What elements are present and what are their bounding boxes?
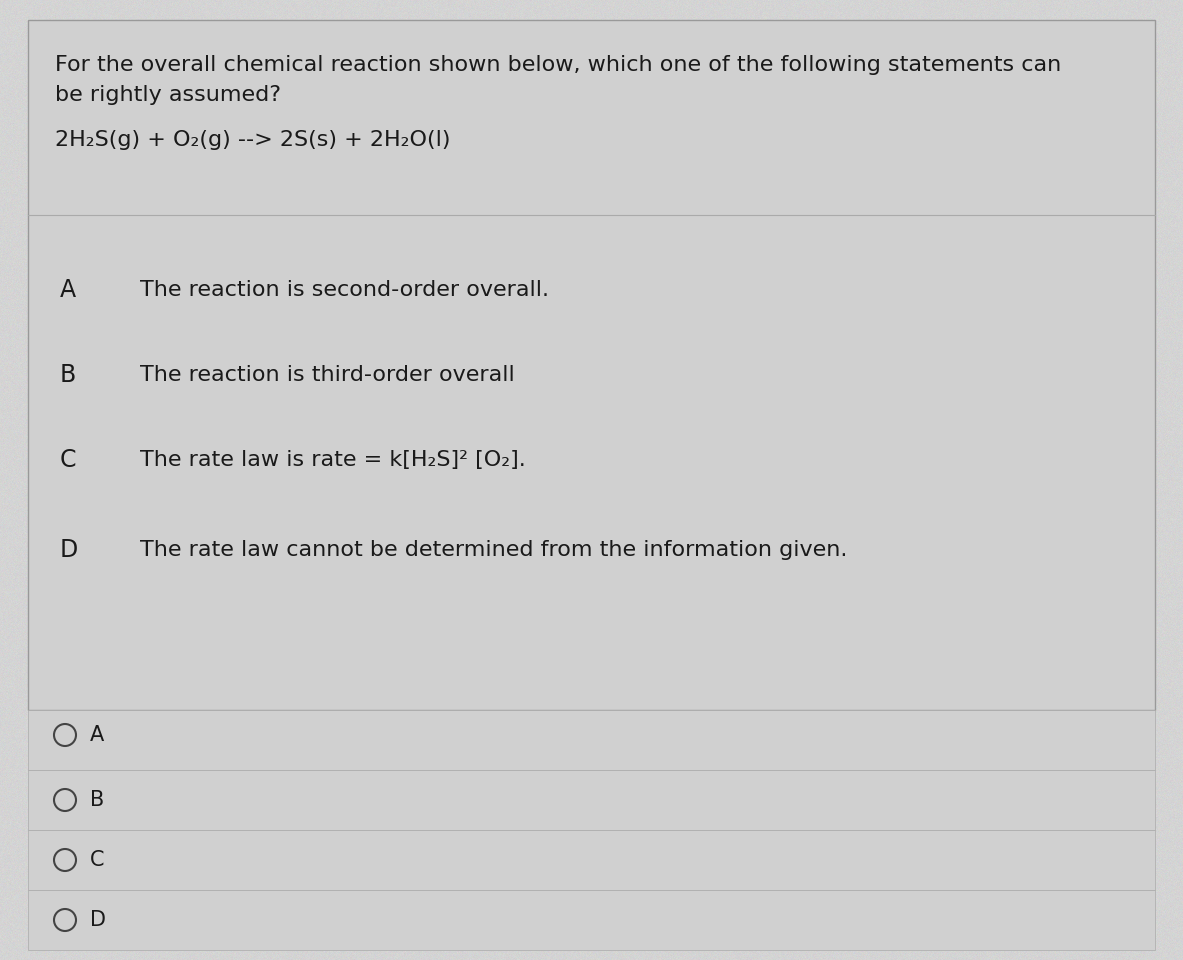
FancyBboxPatch shape [28, 830, 1155, 890]
Text: The rate law cannot be determined from the information given.: The rate law cannot be determined from t… [140, 540, 847, 560]
Text: The rate law is rate = k[H₂S]² [O₂].: The rate law is rate = k[H₂S]² [O₂]. [140, 450, 525, 470]
FancyBboxPatch shape [28, 20, 1155, 710]
Text: For the overall chemical reaction shown below, which one of the following statem: For the overall chemical reaction shown … [54, 55, 1061, 75]
Text: C: C [90, 850, 104, 870]
Text: B: B [60, 363, 76, 387]
Text: The reaction is third-order overall: The reaction is third-order overall [140, 365, 515, 385]
Text: D: D [60, 538, 78, 562]
Text: be rightly assumed?: be rightly assumed? [54, 85, 282, 105]
Text: A: A [90, 725, 104, 745]
FancyBboxPatch shape [28, 890, 1155, 950]
Text: A: A [60, 278, 76, 302]
Text: C: C [60, 448, 77, 472]
Text: B: B [90, 790, 104, 810]
Text: The reaction is second-order overall.: The reaction is second-order overall. [140, 280, 549, 300]
FancyBboxPatch shape [28, 710, 1155, 770]
Text: 2H₂S(g) + O₂(g) --> 2S(s) + 2H₂O(l): 2H₂S(g) + O₂(g) --> 2S(s) + 2H₂O(l) [54, 130, 451, 150]
FancyBboxPatch shape [28, 770, 1155, 830]
Text: D: D [90, 910, 106, 930]
